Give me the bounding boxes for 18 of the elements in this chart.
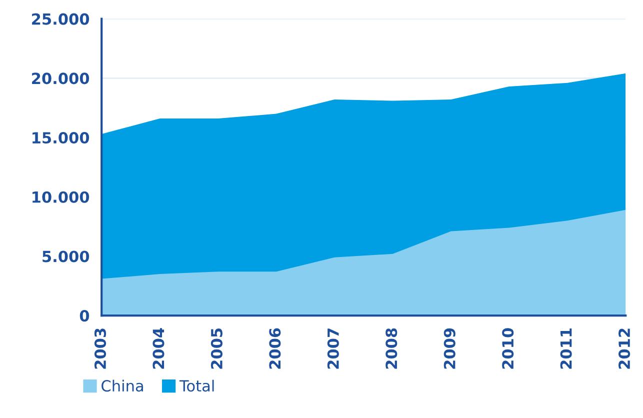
y-tick-label: 20.000 — [32, 72, 90, 84]
x-tick-label: 2011 — [560, 328, 572, 369]
x-tick-label: 2009 — [444, 328, 456, 369]
x-tick-label: 2006 — [269, 328, 281, 369]
y-tick-label: 5.000 — [42, 250, 90, 262]
y-tick-label: 25.000 — [32, 13, 90, 25]
y-tick-label: 0 — [80, 310, 90, 322]
x-tick-label: 2007 — [327, 328, 339, 369]
x-tick-label: 2012 — [618, 328, 630, 369]
x-tick-label: 2004 — [152, 328, 164, 369]
legend-label: China — [102, 380, 143, 392]
y-tick-label: 10.000 — [32, 191, 90, 203]
x-tick-label: 2005 — [210, 328, 222, 369]
x-tick-label: 2008 — [386, 328, 398, 369]
y-tick-label: 15.000 — [32, 132, 90, 144]
legend-label: Total — [179, 380, 214, 392]
x-tick-label: 2010 — [502, 328, 514, 369]
x-tick-label: 2003 — [94, 328, 106, 369]
